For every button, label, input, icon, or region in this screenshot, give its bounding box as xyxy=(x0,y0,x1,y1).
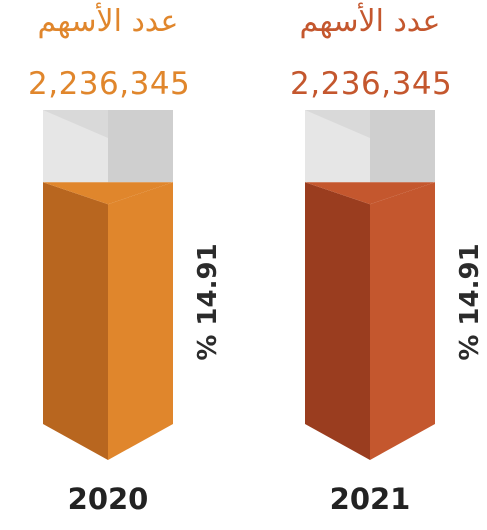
percent-label-text-2020: % 14.91 xyxy=(193,243,223,361)
bar-fill-right-face-2021 xyxy=(370,182,435,460)
panel-2021: عدد الأسهم 2,236,345 % 14.91 2021 xyxy=(290,0,487,530)
bar-fill-cap-2020 xyxy=(43,182,173,205)
shares-label-2021: عدد الأسهم xyxy=(299,4,441,39)
year-label-2021: 2021 xyxy=(329,482,411,516)
bar-fill-right-face-2020 xyxy=(108,182,173,460)
percent-label-2021: % 14.91 xyxy=(450,232,487,372)
percent-label-2020: % 14.91 xyxy=(188,232,228,372)
bar-empty-bevel-2021 xyxy=(305,110,370,138)
bar-2021 xyxy=(305,110,435,460)
shares-label-2020: عدد الأسهم xyxy=(37,4,179,39)
year-label-2020: 2020 xyxy=(67,482,149,516)
bar-empty-right-face-2020 xyxy=(108,110,173,183)
bar-fill-left-face-2021 xyxy=(305,182,370,460)
bar-fill-left-face-2020 xyxy=(43,182,108,460)
percent-label-text-2021: % 14.91 xyxy=(455,243,485,361)
shares-value-2020: 2,236,345 xyxy=(28,66,191,102)
shares-value-2021: 2,236,345 xyxy=(290,66,453,102)
panel-2020: عدد الأسهم 2,236,345 % 14.91 2020 xyxy=(28,0,228,530)
bar-2020 xyxy=(43,110,173,460)
bar-empty-right-face-2021 xyxy=(370,110,435,183)
bar-fill-cap-2021 xyxy=(305,182,435,205)
bar-empty-bevel-2020 xyxy=(43,110,108,138)
